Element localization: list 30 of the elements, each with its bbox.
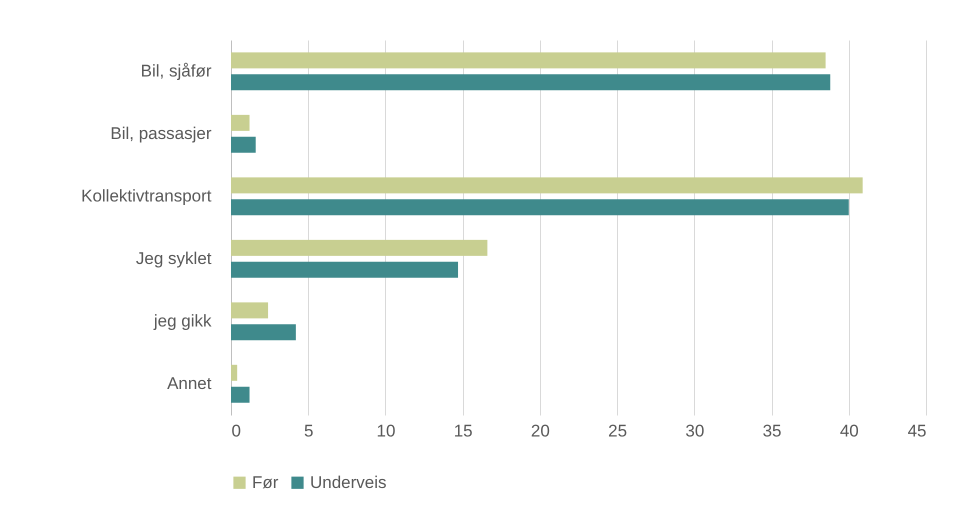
y-tick-label: Bil, sjåfør [140,61,212,80]
y-tick-label: Kollektivtransport [81,186,212,206]
legend-label: Før [252,472,279,492]
x-tick-label: 40 [840,422,859,440]
bar [231,199,849,216]
x-tick-label: 10 [376,422,396,440]
bar [231,364,238,381]
bar [231,114,250,131]
x-tick-label: 25 [608,422,628,440]
x-tick-label: 0 [232,422,241,440]
bar [231,52,826,68]
x-tick-label: 35 [762,422,782,440]
bar [231,74,830,90]
y-tick-label: Jeg syklet [136,248,212,268]
y-tick-label: Bil, passasjer [110,124,212,143]
x-tick-label: 15 [454,422,473,440]
bar [231,302,268,318]
bar [231,386,250,403]
x-tick-label: 45 [908,422,926,440]
bar [231,240,488,256]
bar [231,177,863,194]
bar [231,262,458,278]
y-tick-label: jeg gikk [152,311,212,330]
x-tick-label: 30 [685,422,704,440]
x-tick-label: 20 [530,422,550,440]
bar [231,324,296,340]
x-tick-label: 5 [304,422,314,440]
bar [231,136,256,153]
y-tick-label: Annet [167,374,212,393]
legend-label: Underveis [310,472,387,492]
